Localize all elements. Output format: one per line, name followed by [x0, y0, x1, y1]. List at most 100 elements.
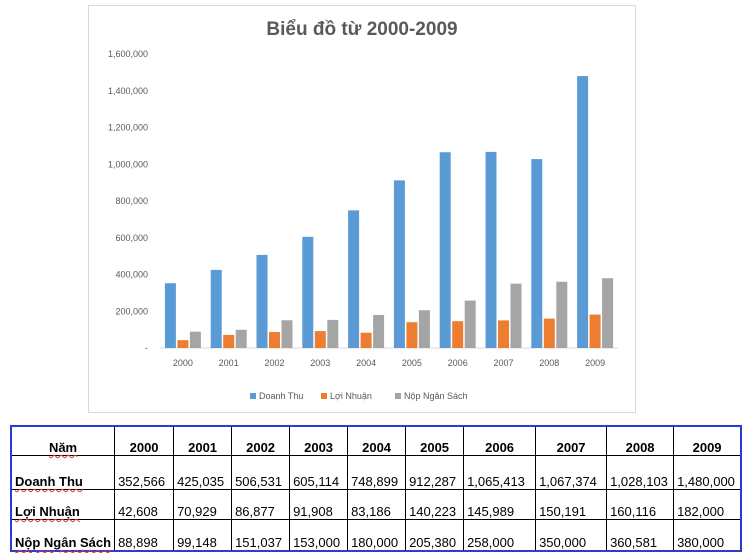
- table-cell: 2004: [347, 425, 407, 456]
- bar-doanh-thu-2002: [256, 254, 268, 348]
- table-cell: 380,000: [673, 519, 742, 552]
- y-tick-label: 800,000: [115, 196, 148, 206]
- bar-doanh-thu-2004: [348, 210, 360, 348]
- bar-nộp-ngân-sách-2008: [556, 281, 568, 348]
- y-tick-label: 1,200,000: [108, 123, 148, 133]
- table-cell: 160,116: [606, 489, 675, 520]
- row-label: Doanh Thu: [10, 455, 116, 490]
- bar-nộp-ngân-sách-2007: [510, 283, 522, 348]
- bar-nộp-ngân-sách-2005: [418, 310, 430, 348]
- table-cell: 1,065,413: [463, 455, 537, 490]
- legend-swatch: [250, 393, 256, 399]
- legend-label: Lợi Nhuận: [330, 391, 372, 401]
- bar-nộp-ngân-sách-2002: [281, 320, 293, 348]
- x-tick-label: 2001: [219, 358, 239, 368]
- legend-swatch: [395, 393, 401, 399]
- table-cell: 2001: [173, 425, 233, 456]
- table-cell: 2006: [463, 425, 537, 456]
- bar-lợi-nhuận-2005: [406, 322, 418, 348]
- table-row: Lợi Nhuận 42,608 70,929 86,877 91,908 83,186 1…: [10, 489, 742, 520]
- table-cell: 2008: [606, 425, 675, 456]
- table-cell: 70,929: [173, 489, 233, 520]
- bar-nộp-ngân-sách-2004: [373, 314, 385, 348]
- x-tick-label: 2009: [585, 358, 605, 368]
- row-label: Năm: [10, 425, 116, 456]
- x-tick-label: 2002: [264, 358, 284, 368]
- table-cell: 83,186: [347, 489, 407, 520]
- table-cell: 506,531: [231, 455, 291, 490]
- chart-area: [88, 5, 636, 413]
- table-cell: 182,000: [673, 489, 742, 520]
- x-tick-label: 2000: [173, 358, 193, 368]
- bar-nộp-ngân-sách-2000: [189, 331, 201, 348]
- table-cell: 912,287: [405, 455, 465, 490]
- table-cell: 42,608: [114, 489, 175, 520]
- table-cell: 2000: [114, 425, 175, 456]
- legend-label: Nộp Ngân Sách: [404, 391, 468, 401]
- table-cell: 2009: [673, 425, 742, 456]
- bar-doanh-thu-2006: [439, 152, 451, 348]
- legend-swatch: [321, 393, 327, 399]
- bar-lợi-nhuận-2009: [589, 314, 601, 348]
- table-cell: 258,000: [463, 519, 537, 552]
- x-tick-label: 2005: [402, 358, 422, 368]
- table-cell: 151,037: [231, 519, 291, 552]
- bar-lợi-nhuận-2002: [269, 332, 280, 348]
- row-label: Lợi Nhuận: [10, 489, 116, 520]
- bar-nộp-ngân-sách-2001: [235, 329, 247, 348]
- bar-doanh-thu-2003: [302, 236, 314, 348]
- bar-doanh-thu-2009: [577, 76, 589, 349]
- table-cell: 2007: [535, 425, 608, 456]
- y-tick-label: 400,000: [115, 270, 148, 280]
- y-tick-label: 1,600,000: [108, 49, 148, 59]
- table-cell: 2002: [231, 425, 291, 456]
- bar-doanh-thu-2000: [164, 283, 176, 348]
- x-tick-label: 2008: [539, 358, 559, 368]
- bar-lợi-nhuận-2001: [223, 334, 235, 348]
- table-cell: 145,989: [463, 489, 537, 520]
- table-cell: 1,067,374: [535, 455, 608, 490]
- y-tick-label: 600,000: [115, 233, 148, 243]
- bar-lợi-nhuận-2000: [177, 340, 189, 348]
- table-cell: 91,908: [289, 489, 349, 520]
- bar-lợi-nhuận-2004: [360, 332, 372, 348]
- table-cell: 205,380: [405, 519, 465, 552]
- bar-doanh-thu-2005: [393, 180, 405, 348]
- table-cell: 86,877: [231, 489, 291, 520]
- table-cell: 153,000: [289, 519, 349, 552]
- table-row: Doanh Thu 352,566 425,035 506,531 605,114 748…: [10, 455, 742, 490]
- table-cell: 350,000: [535, 519, 608, 552]
- bar-lợi-nhuận-2003: [314, 331, 326, 348]
- bar-nộp-ngân-sách-2003: [327, 319, 339, 348]
- bar-doanh-thu-2001: [210, 269, 222, 348]
- x-tick-label: 2003: [310, 358, 330, 368]
- table-cell: 99,148: [173, 519, 233, 552]
- bar-lợi-nhuận-2006: [452, 321, 464, 348]
- table-cell: 605,114: [289, 455, 349, 490]
- table-cell: 352,566: [114, 455, 175, 490]
- table-cell: 425,035: [173, 455, 233, 490]
- table-cell: 2005: [405, 425, 465, 456]
- x-tick-label: 2006: [448, 358, 468, 368]
- table-cell: 360,581: [606, 519, 675, 552]
- bar-doanh-thu-2008: [531, 159, 543, 348]
- bar-chart: Biểu đồ từ 2000-2009 - 200,000 400,000 600,0…: [108, 19, 618, 401]
- table-row: Năm 2000 2001 2002 2003 2004 2005 2006 2007 2008 2…: [10, 425, 742, 456]
- x-tick-label: 2004: [356, 358, 376, 368]
- bar-doanh-thu-2007: [485, 151, 497, 348]
- table-cell: 88,898: [114, 519, 175, 552]
- bar-lợi-nhuận-2008: [543, 318, 555, 348]
- row-label: Nộp Ngân Sách: [10, 519, 116, 552]
- bar-nộp-ngân-sách-2009: [602, 278, 614, 348]
- legend-label: Doanh Thu: [259, 391, 303, 401]
- table-cell: 2003: [289, 425, 349, 456]
- table-row: Nộp Ngân Sách 88,898 99,148 151,037 153,000 1…: [10, 519, 742, 552]
- table-cell: 180,000: [347, 519, 407, 552]
- bar-lợi-nhuận-2007: [498, 320, 509, 348]
- y-tick-label: -: [145, 343, 148, 353]
- y-tick-label: 1,400,000: [108, 86, 148, 96]
- table-cell: 748,899: [347, 455, 407, 490]
- data-table: Năm 2000 2001 2002 2003 2004 2005 2006 2007 2008 2…: [10, 425, 743, 552]
- chart-title: Biểu đồ từ 2000-2009: [266, 19, 457, 40]
- x-tick-label: 2007: [493, 358, 513, 368]
